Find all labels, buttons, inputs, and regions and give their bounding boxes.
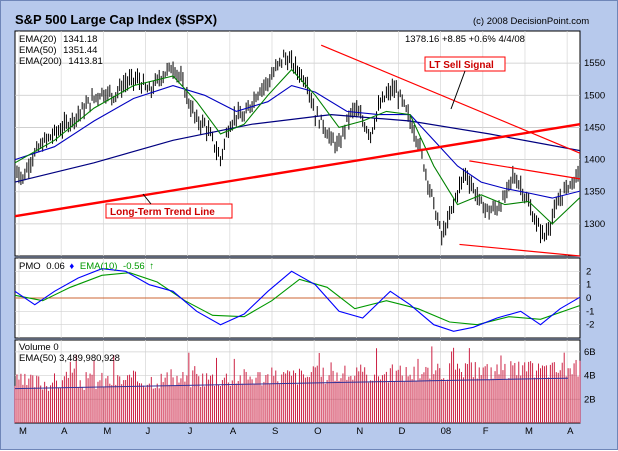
month-label: M (103, 426, 111, 437)
legend-volume-ema: EMA(50) 3,489,980,928 (19, 353, 120, 364)
lower-channel-line (459, 243, 581, 257)
quote-text: 1378.16 +8.85 +0.6% 4/4/08 (405, 34, 525, 45)
month-label: M (525, 426, 533, 437)
pmo-tick-label: 2 (586, 266, 591, 277)
month-label: O (314, 426, 321, 437)
legend-pmo: PMO 0.06 ♦ EMA(10) -0.56 ↑ (19, 261, 154, 272)
pmo-ema-line (14, 272, 581, 326)
price-tick-label: 1550 (584, 58, 605, 69)
volume-legend: Volume 0 EMA(50) 3,489,980,928 (19, 342, 120, 364)
month-label: 08 (441, 426, 452, 437)
price-tick-label: 1500 (584, 90, 605, 101)
month-label: A (230, 426, 237, 437)
axis-labels: 1300 1350 1400 1450 1500 1550 M A M J J A S O N D 08 F M A 2… (19, 58, 605, 437)
month-label: J (188, 426, 193, 437)
ema50-line (14, 85, 581, 199)
annotation-lt-sell: LT Sell Signal (424, 56, 506, 110)
month-label: A (567, 426, 574, 437)
volume-bars (14, 346, 581, 423)
ema20-line (14, 68, 581, 225)
ema200-line (14, 113, 581, 183)
price-tick-label: 1400 (584, 155, 605, 166)
month-label: D (398, 426, 405, 437)
pmo-grid (15, 270, 580, 326)
price-legend: EMA(20) 1341.18 EMA(50) 1351.44 EMA(200)… (19, 34, 525, 67)
pmo-tick-label: 1 (586, 280, 591, 291)
copyright-text: (c) 2008 DecisionPoint.com (473, 16, 589, 27)
price-tick-label: 1350 (584, 187, 605, 198)
legend-volume: Volume 0 (19, 342, 59, 353)
month-label: A (61, 426, 68, 437)
upper-down-trend-line (320, 44, 581, 154)
chart-title: S&P 500 Large Cap Index ($SPX) (15, 12, 217, 27)
month-label: M (19, 426, 27, 437)
price-tick-label: 1300 (584, 219, 605, 230)
volume-tick-label: 4B (584, 371, 596, 382)
pmo-tick-label: -1 (586, 306, 594, 317)
volume-tick-label: 2B (584, 394, 596, 405)
annotation-trend-line: Long-Term Trend Line (105, 193, 233, 219)
volume-panel (14, 339, 581, 424)
pmo-line (14, 268, 581, 332)
pmo-series (14, 268, 581, 332)
price-tick-label: 1450 (584, 122, 605, 133)
pmo-legend: PMO 0.06 ♦ EMA(10) -0.56 ↑ (19, 261, 154, 272)
pmo-tick-label: 0 (586, 293, 591, 304)
long-term-trend-line (14, 123, 581, 218)
legend-ema200: EMA(200) 1413.81 (19, 56, 103, 67)
month-label: F (483, 426, 489, 437)
legend-ema50: EMA(50) 1351.44 (19, 45, 97, 56)
volume-ema-line (14, 377, 569, 390)
volume-tick-label: 6B (584, 347, 596, 358)
inner-down-trend-line (469, 160, 581, 180)
annotation-trend-line-text: Long-Term Trend Line (110, 207, 215, 218)
annotation-lt-sell-text: LT Sell Signal (429, 60, 494, 71)
price-series (14, 44, 581, 257)
month-label: N (356, 426, 363, 437)
month-label: S (272, 426, 278, 437)
month-label: J (145, 426, 150, 437)
legend-ema20: EMA(20) 1341.18 (19, 34, 97, 45)
pmo-tick-label: -2 (586, 320, 594, 331)
